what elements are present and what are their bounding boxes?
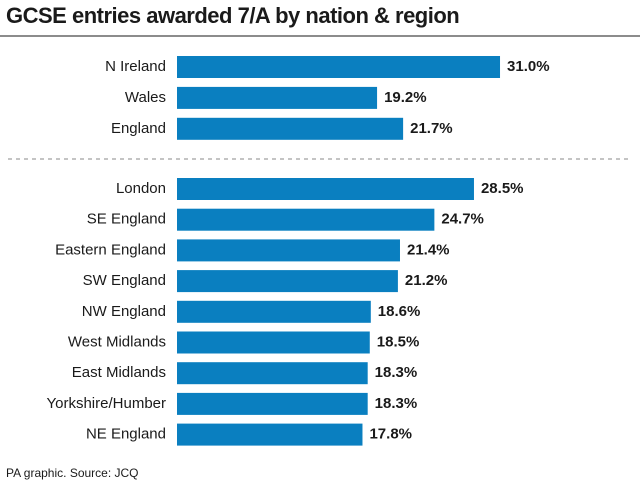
category-label: SE England: [87, 211, 166, 228]
value-label: 18.5%: [377, 333, 420, 350]
value-label: 24.7%: [441, 211, 484, 228]
category-label: NE England: [86, 426, 166, 443]
category-label: NW England: [82, 303, 166, 320]
value-label: 21.4%: [407, 241, 450, 258]
value-label: 18.6%: [378, 303, 421, 320]
category-label: West Midlands: [68, 333, 166, 350]
bar: [177, 270, 398, 293]
bar: [177, 300, 371, 323]
bar: [177, 331, 370, 354]
category-label: England: [111, 120, 166, 137]
chart-title: GCSE entries awarded 7/A by nation & reg…: [6, 3, 459, 28]
value-label: 18.3%: [375, 364, 418, 381]
value-label: 31.0%: [507, 58, 550, 75]
bar: [177, 117, 404, 140]
category-label: Eastern England: [55, 241, 166, 258]
category-label: SW England: [83, 272, 166, 289]
bar: [177, 56, 501, 78]
bar: [177, 239, 400, 262]
value-label: 28.5%: [481, 180, 524, 197]
value-label: 17.8%: [369, 426, 412, 443]
bar: [177, 208, 435, 231]
bar: [177, 423, 363, 446]
source-note: PA graphic. Source: JCQ: [6, 466, 139, 480]
value-label: 21.7%: [410, 120, 453, 137]
bar: [177, 362, 368, 385]
value-label: 19.2%: [384, 89, 427, 106]
bar: [177, 392, 368, 415]
category-label: Wales: [125, 89, 166, 106]
category-label: London: [116, 180, 166, 197]
category-label: N Ireland: [105, 58, 166, 75]
category-label: East Midlands: [72, 364, 166, 381]
category-label: Yorkshire/Humber: [47, 395, 167, 412]
value-label: 18.3%: [375, 395, 418, 412]
bar: [177, 178, 474, 200]
value-label: 21.2%: [405, 272, 448, 289]
bar: [177, 86, 378, 109]
